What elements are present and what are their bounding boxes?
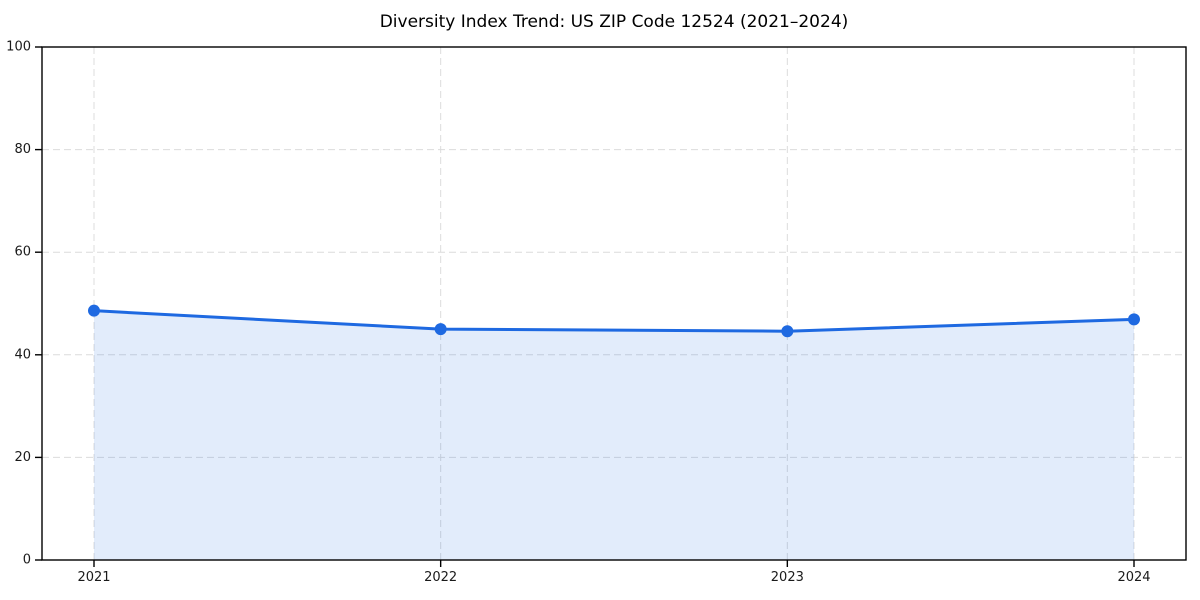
plot-border <box>41 46 1187 561</box>
x-tick-label: 2021 <box>77 570 110 585</box>
y-tick-label: 0 <box>23 553 31 568</box>
x-tick-label: 2024 <box>1117 570 1150 585</box>
data-point <box>781 325 794 338</box>
y-tick-label: 20 <box>14 450 31 465</box>
y-tick-label: 100 <box>6 40 31 55</box>
y-tick-label: 40 <box>14 347 31 362</box>
trend-line <box>92 309 1136 333</box>
chart-title: Diversity Index Trend: US ZIP Code 12524… <box>379 12 849 32</box>
data-point <box>434 323 447 336</box>
area-fill <box>94 310 1134 560</box>
data-point <box>88 304 100 317</box>
x-tick-label: 2022 <box>424 570 457 585</box>
data-point <box>1128 313 1140 326</box>
x-tick-label: 2023 <box>771 570 804 585</box>
y-tick-label: 80 <box>14 142 31 157</box>
y-tick-label: 60 <box>14 245 31 260</box>
